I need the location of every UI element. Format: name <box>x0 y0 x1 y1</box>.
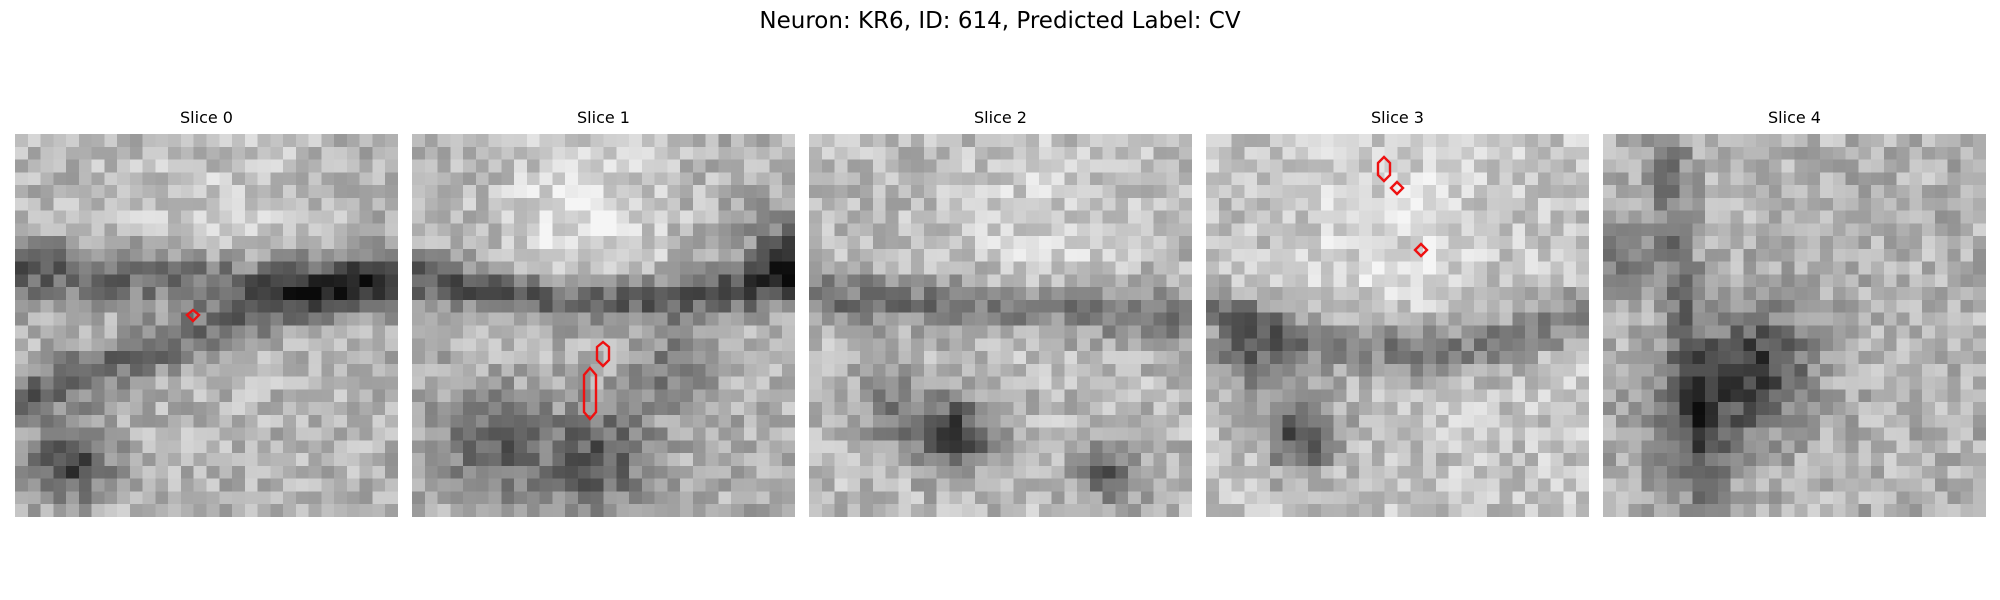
roi-outline <box>582 366 598 421</box>
slice-image <box>1603 134 1986 517</box>
slice-panel-1: Slice 1 <box>412 108 795 517</box>
roi-overlay <box>185 308 201 323</box>
slice-image <box>1206 134 1589 517</box>
roi-outline <box>1413 242 1429 258</box>
slice-panel-0: Slice 0 <box>15 108 398 517</box>
slice-panel-4: Slice 4 <box>1603 108 1986 517</box>
slice-image <box>412 134 795 517</box>
slice-image <box>809 134 1192 517</box>
slice-image <box>15 134 398 517</box>
slice-title: Slice 4 <box>1768 108 1821 127</box>
slice-title: Slice 1 <box>577 108 630 127</box>
roi-outline <box>595 340 611 368</box>
roi-outline <box>185 308 201 323</box>
roi-outline <box>1376 155 1392 183</box>
roi-outline <box>1389 180 1405 196</box>
roi-overlay <box>582 340 611 421</box>
slice-panel-3: Slice 3 <box>1206 108 1589 517</box>
slice-title: Slice 3 <box>1371 108 1424 127</box>
slice-title: Slice 0 <box>180 108 233 127</box>
slice-panel-2: Slice 2 <box>809 108 1192 517</box>
slice-title: Slice 2 <box>974 108 1027 127</box>
figure-title: Neuron: KR6, ID: 614, Predicted Label: C… <box>759 8 1241 34</box>
roi-overlay <box>1376 155 1429 258</box>
